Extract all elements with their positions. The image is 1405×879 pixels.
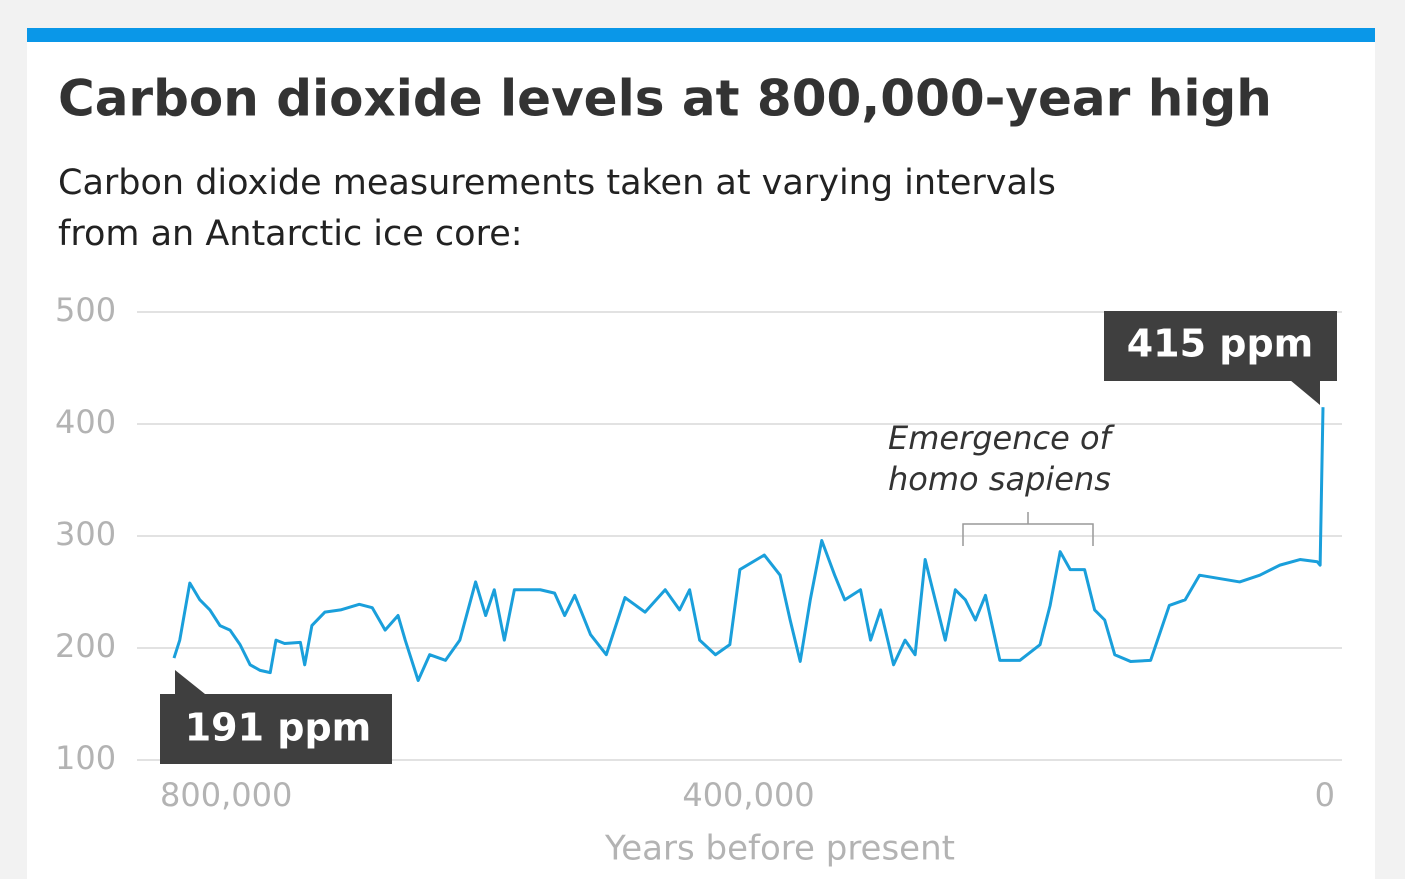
x-tick-label: 400,000 [682, 776, 814, 814]
annotation-pointer [1290, 380, 1320, 405]
x-tick-label: 0 [1315, 776, 1335, 814]
x-tick-label: 800,000 [160, 776, 292, 814]
annotation-pointer [175, 670, 205, 694]
annotation-label: 415 ppm [1127, 322, 1314, 366]
chart-title: Carbon dioxide levels at 800,000-year hi… [58, 70, 1272, 128]
chart-subtitle: from an Antarctic ice core: [58, 214, 523, 254]
x-axis-label: Years before present [604, 829, 955, 869]
annotation-text: Emergence of [888, 419, 1116, 457]
y-tick-label: 300 [55, 515, 116, 553]
y-tick-label: 500 [55, 291, 116, 329]
annotation-box [1104, 311, 1337, 381]
y-tick-label: 100 [55, 739, 116, 777]
top-bar [27, 28, 1375, 42]
data-line [172, 407, 1325, 682]
y-tick-label: 200 [55, 627, 116, 665]
y-tick-label: 400 [55, 403, 116, 441]
annotation-bracket [962, 512, 1094, 546]
annotation-box [160, 694, 392, 764]
chart-subtitle: Carbon dioxide measurements taken at var… [58, 163, 1056, 203]
annotation-text: homo sapiens [888, 460, 1111, 498]
annotation-label: 191 ppm [185, 706, 372, 750]
